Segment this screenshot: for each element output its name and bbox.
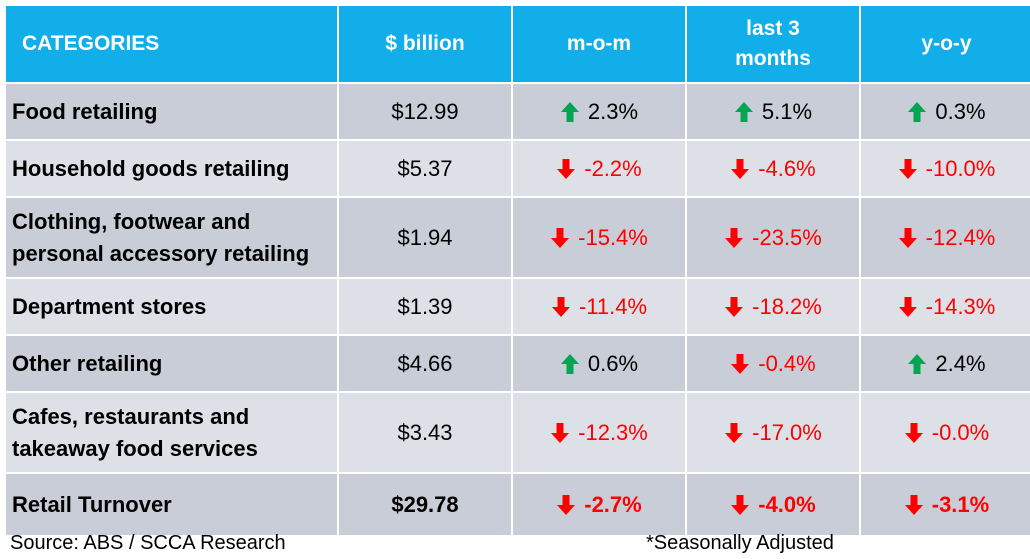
change-value: -18.2% (752, 293, 822, 319)
row-yoy: -12.4% (861, 198, 1030, 277)
arrow-down-icon (550, 422, 570, 444)
change-value: -11.4% (578, 293, 648, 319)
row-last-3-months: -4.0% (687, 474, 859, 535)
arrow-down-icon (724, 422, 744, 444)
row-last-3-months: -4.6% (687, 141, 859, 196)
arrow-down-icon (904, 494, 924, 516)
change-value: -4.0% (758, 491, 816, 517)
arrow-down-icon (724, 296, 744, 318)
row-category: Cafes, restaurants and takeaway food serv… (6, 393, 337, 472)
arrow-up-icon (907, 353, 927, 375)
row-billion: $1.39 (339, 279, 511, 334)
header-billion: $ billion (339, 6, 511, 82)
change-value: -15.4% (578, 224, 648, 250)
arrow-down-icon (556, 494, 576, 516)
row-category: Food retailing (6, 84, 337, 139)
change-value: -3.1% (931, 491, 990, 517)
change-value: 2.4% (935, 350, 986, 376)
row-mom: -12.3% (513, 393, 685, 472)
row-billion: $4.66 (339, 336, 511, 391)
arrow-down-icon (551, 296, 571, 318)
row-category: Clothing, footwear and personal accessory… (6, 198, 337, 277)
row-yoy: -0.0% (861, 393, 1030, 472)
seasonally-adjusted-note: *Seasonally Adjusted (646, 532, 834, 554)
arrow-up-icon (560, 101, 580, 123)
row-yoy: -10.0% (861, 141, 1030, 196)
row-last-3-months: -23.5% (687, 198, 859, 277)
arrow-up-icon (734, 101, 754, 123)
row-mom: -2.2% (513, 141, 685, 196)
row-billion: $12.99 (339, 84, 511, 139)
arrow-down-icon (898, 158, 918, 180)
arrow-up-icon (560, 353, 580, 375)
arrow-down-icon (730, 494, 750, 516)
change-value: -2.2% (584, 155, 642, 181)
arrow-down-icon (730, 158, 750, 180)
change-value: 5.1% (761, 98, 813, 124)
row-category: Other retailing (6, 336, 337, 391)
row-yoy: 0.3% (861, 84, 1030, 139)
row-billion: $1.94 (339, 198, 511, 277)
row-billion: $3.43 (339, 393, 511, 472)
change-value: -12.3% (578, 419, 648, 445)
row-billion: $29.78 (339, 474, 511, 535)
row-yoy: -3.1% (861, 474, 1030, 535)
source-note: Source: ABS / SCCA Research (10, 532, 286, 554)
arrow-down-icon (550, 227, 570, 249)
change-value: -0.4% (758, 350, 816, 376)
row-last-3-months: 5.1% (687, 84, 859, 139)
arrow-down-icon (556, 158, 576, 180)
change-value: -23.5% (752, 224, 822, 250)
row-last-3-months: -17.0% (687, 393, 859, 472)
arrow-down-icon (898, 296, 918, 318)
arrow-down-icon (724, 227, 744, 249)
change-value: 2.3% (587, 98, 639, 124)
row-mom: -11.4% (513, 279, 685, 334)
header-last-3-months: last 3 months (687, 6, 859, 82)
header-yoy: y-o-y (861, 6, 1030, 82)
arrow-up-icon (907, 101, 927, 123)
change-value: -0.0% (931, 419, 990, 445)
change-value: -17.0% (752, 419, 822, 445)
change-value: -10.0% (925, 155, 996, 181)
row-category: Department stores (6, 279, 337, 334)
row-category: Household goods retailing (6, 141, 337, 196)
change-value: 0.6% (587, 350, 639, 376)
change-value: -12.4% (925, 224, 996, 250)
row-billion: $5.37 (339, 141, 511, 196)
header-last-3-months-text: last 3 months (735, 17, 811, 70)
row-mom: 2.3% (513, 84, 685, 139)
arrow-down-icon (898, 227, 918, 249)
arrow-down-icon (904, 422, 924, 444)
row-yoy: -14.3% (861, 279, 1030, 334)
header-mom: m-o-m (513, 6, 685, 82)
change-value: -14.3% (925, 293, 996, 319)
row-mom: -2.7% (513, 474, 685, 535)
row-category: Retail Turnover (6, 474, 337, 535)
arrow-down-icon (730, 353, 750, 375)
row-last-3-months: -0.4% (687, 336, 859, 391)
header-categories: CATEGORIES (6, 6, 337, 82)
change-value: -4.6% (758, 155, 816, 181)
change-value: 0.3% (935, 98, 986, 124)
row-mom: 0.6% (513, 336, 685, 391)
row-yoy: 2.4% (861, 336, 1030, 391)
retail-table: CATEGORIES $ billion m-o-m last 3 months … (6, 6, 1030, 535)
change-value: -2.7% (584, 491, 642, 517)
row-mom: -15.4% (513, 198, 685, 277)
row-last-3-months: -18.2% (687, 279, 859, 334)
